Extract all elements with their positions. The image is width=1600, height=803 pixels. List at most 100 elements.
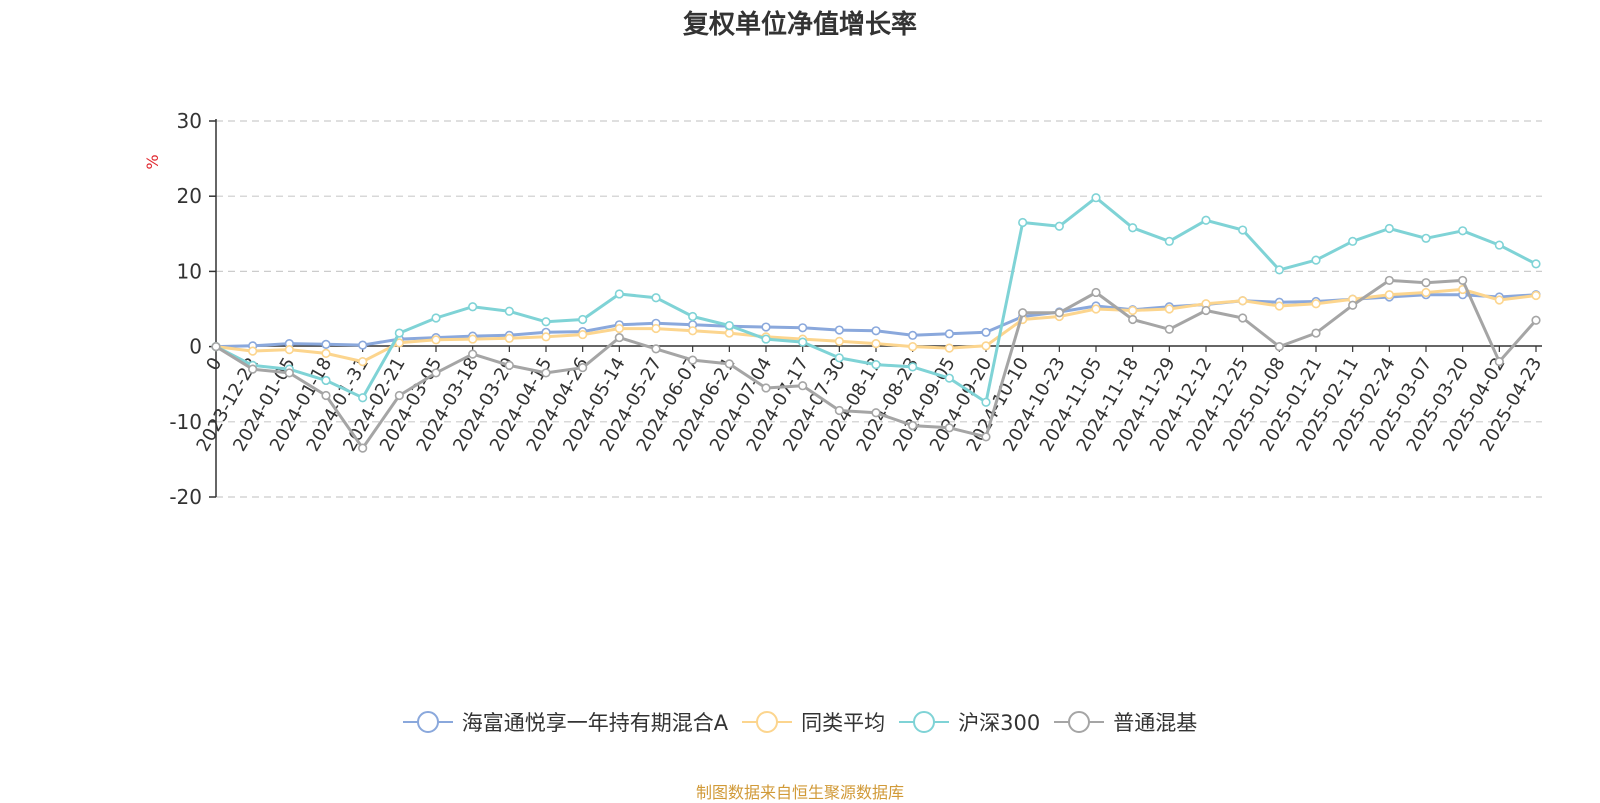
data-point	[1091, 304, 1101, 314]
data-point	[321, 390, 331, 401]
data-point	[761, 334, 771, 344]
data-point	[688, 326, 698, 336]
y-tick-label: -20	[169, 485, 202, 509]
data-point	[541, 332, 551, 342]
data-point	[1201, 215, 1211, 225]
legend-label: 沪深300	[958, 711, 1041, 735]
data-point	[504, 333, 514, 343]
data-point	[358, 340, 368, 350]
legend-line-circle-icon	[1054, 711, 1105, 733]
data-point	[688, 311, 698, 322]
legend-item[interactable]: 海富通悦享一年持有期混合A	[402, 707, 729, 737]
data-point	[321, 348, 331, 358]
data-point	[1384, 290, 1394, 300]
legend-item[interactable]: 沪深300	[899, 707, 1040, 737]
data-point	[321, 339, 331, 349]
data-point	[908, 362, 918, 372]
data-point	[1054, 221, 1064, 231]
data-point	[1421, 287, 1431, 298]
data-point	[908, 342, 918, 352]
data-point	[468, 349, 478, 359]
data-point	[1494, 240, 1504, 250]
data-point	[944, 329, 954, 339]
data-point	[1348, 236, 1358, 246]
legend-label: 普通混基	[1113, 711, 1198, 735]
data-point	[358, 393, 368, 403]
data-point	[798, 381, 808, 391]
y-tick-label: -10	[169, 410, 202, 434]
data-point	[651, 293, 661, 303]
legend-label: 同类平均	[801, 711, 886, 735]
data-point	[761, 383, 771, 393]
data-point	[981, 341, 991, 351]
data-point	[1311, 328, 1321, 338]
data-point	[871, 326, 881, 336]
legend-line-circle-icon	[402, 711, 453, 733]
data-point	[1274, 265, 1284, 275]
data-point	[1018, 308, 1028, 318]
legend-item[interactable]: 同类平均	[742, 707, 885, 737]
data-point	[1238, 313, 1248, 323]
source-note: 制图数据来自恒生聚源数据库	[695, 783, 904, 802]
data-point	[431, 368, 441, 378]
data-point	[578, 363, 588, 373]
x-tick-label: 0	[202, 354, 226, 374]
data-point	[394, 338, 404, 348]
data-point	[1164, 304, 1174, 314]
data-point	[284, 368, 294, 378]
data-point	[248, 346, 258, 356]
data-point	[724, 328, 734, 338]
data-point	[724, 359, 734, 369]
data-point	[908, 420, 918, 431]
data-point	[211, 342, 221, 352]
data-point	[431, 313, 441, 323]
data-point	[284, 345, 294, 355]
data-point	[834, 405, 844, 416]
data-point	[944, 343, 954, 353]
legend-line-circle-icon	[899, 711, 950, 733]
data-point	[1531, 290, 1541, 301]
data-point	[358, 443, 368, 453]
y-tick-labels: -20 -10 0 10 20 30	[169, 109, 202, 509]
data-point	[1091, 287, 1101, 298]
data-point	[871, 360, 881, 370]
data-point	[1348, 300, 1358, 310]
data-point	[981, 397, 991, 407]
data-point	[431, 335, 441, 345]
data-point	[981, 432, 991, 442]
data-point	[1311, 255, 1321, 265]
grid-lines	[209, 120, 1542, 498]
data-point	[1238, 225, 1248, 235]
data-point	[1458, 275, 1468, 286]
legend-item[interactable]: 普通混基	[1054, 707, 1197, 737]
data-point	[248, 364, 258, 374]
data-point	[1384, 223, 1394, 234]
data-point	[651, 344, 661, 354]
data-point	[1421, 278, 1431, 288]
data-point	[578, 314, 588, 325]
data-point	[468, 334, 478, 344]
data-point	[504, 306, 514, 316]
data-point	[944, 373, 954, 383]
data-point	[1531, 315, 1541, 325]
legend-label: 海富通悦享一年持有期混合A	[461, 711, 729, 735]
data-point	[981, 327, 991, 337]
data-point	[834, 325, 844, 335]
y-axis-unit-label: %	[143, 154, 162, 169]
data-point	[504, 360, 514, 371]
chart-title: 复权单位净值增长率	[682, 10, 917, 40]
data-point	[1274, 342, 1284, 352]
data-point	[871, 408, 881, 418]
data-point	[321, 375, 331, 386]
data-point	[1421, 233, 1431, 243]
y-tick-label: 0	[189, 335, 202, 359]
data-point	[1128, 305, 1138, 316]
data-point	[871, 338, 881, 349]
data-point	[798, 337, 808, 347]
data-point	[798, 323, 808, 333]
data-point	[1274, 301, 1284, 311]
data-point	[468, 302, 478, 312]
data-point	[394, 390, 404, 401]
data-point	[834, 336, 844, 346]
